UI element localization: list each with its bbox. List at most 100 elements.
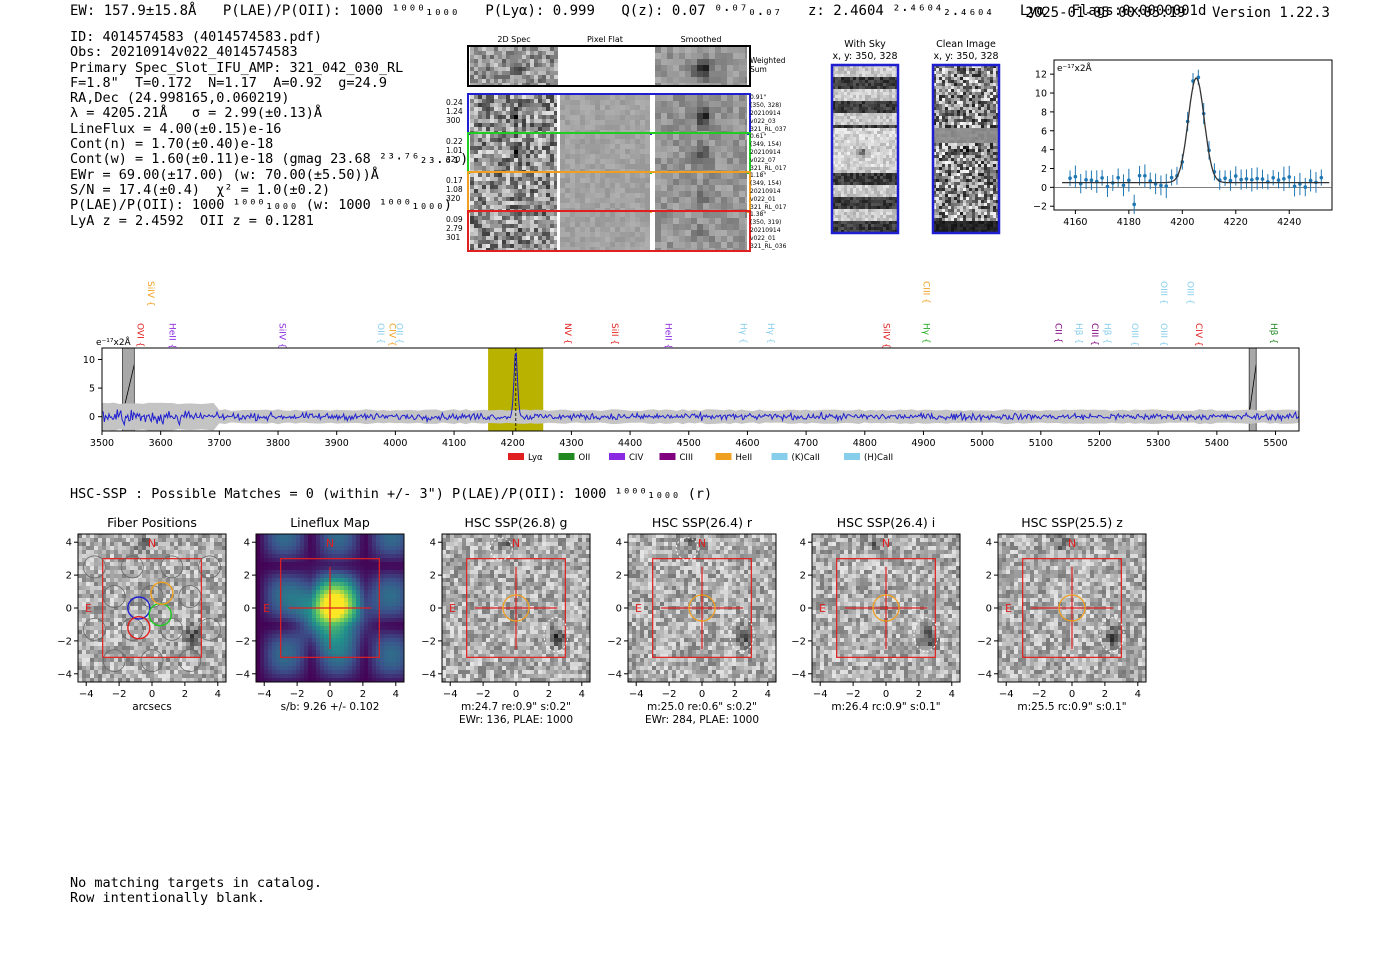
pixel (835, 161, 838, 164)
pixel (498, 244, 502, 248)
pixel (655, 173, 661, 179)
pixel (625, 208, 630, 211)
pixel (709, 53, 715, 59)
pixel (895, 131, 898, 134)
pixel (498, 99, 502, 103)
pixel (981, 77, 984, 80)
pixel (835, 167, 838, 170)
pixel (470, 127, 474, 131)
pixel (853, 110, 856, 113)
pixel (546, 107, 550, 111)
pixel (580, 105, 585, 110)
pixel (892, 107, 895, 110)
pixel (655, 152, 661, 158)
pixel (969, 122, 972, 125)
pixel (969, 206, 972, 209)
pixel (844, 200, 847, 203)
pixel (673, 101, 679, 107)
pixel (474, 107, 478, 111)
pixel (721, 197, 727, 203)
pixel (494, 189, 498, 193)
pixel (984, 107, 987, 110)
pixel (661, 101, 667, 107)
pixel (522, 181, 526, 185)
pixel (847, 77, 850, 80)
pixel (892, 230, 895, 233)
pixel (625, 227, 630, 232)
pixel (832, 152, 835, 155)
pixel (709, 164, 715, 170)
pixel (502, 95, 506, 99)
pixel (972, 92, 975, 95)
pixel (883, 95, 886, 98)
pixel (883, 131, 886, 134)
pixel (984, 125, 987, 128)
pixel (877, 200, 880, 203)
pixel (936, 179, 939, 182)
pixel (868, 164, 871, 167)
pixel (470, 51, 474, 55)
cutout-row-meta: 20210914 (750, 149, 781, 156)
pixel (978, 65, 981, 68)
pixel (542, 119, 546, 123)
pixel (625, 100, 630, 105)
pixel (550, 103, 554, 107)
pixel (871, 83, 874, 86)
pixel (482, 119, 486, 123)
pixel (506, 201, 510, 205)
pixel (534, 162, 538, 166)
pixel (969, 194, 972, 197)
pixel (478, 201, 482, 205)
pixel (942, 122, 945, 125)
pixel (667, 224, 673, 230)
pixel (635, 217, 640, 222)
pixel (990, 197, 993, 200)
pixel (987, 221, 990, 224)
pixel (510, 67, 514, 71)
cutout-row-stat: 0.09 (446, 215, 463, 224)
pixel (679, 197, 685, 203)
pixel (862, 221, 865, 224)
pixel (502, 185, 506, 189)
pixel (963, 203, 966, 206)
pixel (844, 182, 847, 185)
pixel (883, 122, 886, 125)
pixel (625, 134, 630, 139)
pixel (645, 237, 650, 242)
pixel (987, 128, 990, 131)
pixel (526, 95, 530, 99)
pixel (978, 143, 981, 146)
pixel (874, 86, 877, 89)
pixel (978, 131, 981, 134)
fit-xtick-label: 4240 (1277, 217, 1301, 228)
pixel (963, 65, 966, 68)
pixel (838, 137, 841, 140)
pixel (841, 77, 844, 80)
pixel (877, 191, 880, 194)
pixel (942, 155, 945, 158)
pixel (727, 119, 733, 125)
pixel (984, 119, 987, 122)
pixel (966, 119, 969, 122)
pixel (526, 59, 530, 63)
pixel (685, 203, 691, 209)
pixel (514, 103, 518, 107)
pixel (951, 152, 954, 155)
header-ew: EW: 157.9±15.8Å (70, 3, 197, 19)
pixel (715, 248, 721, 250)
pixel (957, 167, 960, 170)
pixel (510, 99, 514, 103)
pixel (630, 193, 635, 198)
pixel (550, 189, 554, 193)
pixel (856, 203, 859, 206)
pixel (570, 183, 575, 188)
pixel (871, 65, 874, 68)
pixel (975, 185, 978, 188)
pixel (478, 193, 482, 197)
pixel (954, 179, 957, 182)
pixel (996, 200, 999, 203)
pixel (510, 173, 514, 177)
pixel (960, 137, 963, 140)
pixel (590, 110, 595, 115)
pixel (514, 244, 518, 248)
